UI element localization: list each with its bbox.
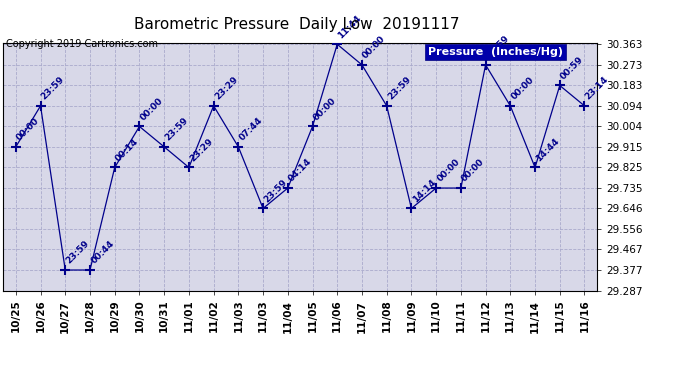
Text: Barometric Pressure  Daily Low  20191117: Barometric Pressure Daily Low 20191117 bbox=[134, 17, 460, 32]
Text: 00:00: 00:00 bbox=[509, 75, 535, 102]
Text: 00:00: 00:00 bbox=[15, 116, 41, 142]
Text: 00:00: 00:00 bbox=[139, 96, 165, 122]
Text: 23:29: 23:29 bbox=[188, 136, 215, 163]
Text: 23:59: 23:59 bbox=[164, 116, 190, 142]
Text: 00:00: 00:00 bbox=[435, 158, 462, 184]
Text: 00:14: 00:14 bbox=[114, 137, 141, 163]
Text: Copyright 2019 Cartronics.com: Copyright 2019 Cartronics.com bbox=[6, 39, 157, 50]
Text: 04:14: 04:14 bbox=[287, 157, 314, 184]
Text: 14:44: 14:44 bbox=[534, 136, 561, 163]
Text: 23:59: 23:59 bbox=[485, 34, 511, 61]
Text: 00:00: 00:00 bbox=[460, 158, 486, 184]
Text: 23:14: 23:14 bbox=[584, 75, 611, 102]
Text: 00:00: 00:00 bbox=[361, 34, 387, 61]
Text: 00:59: 00:59 bbox=[559, 55, 586, 81]
Text: 23:59: 23:59 bbox=[40, 75, 66, 102]
Text: 00:44: 00:44 bbox=[89, 239, 116, 266]
Text: 23:59: 23:59 bbox=[386, 75, 413, 102]
Text: 23:59: 23:59 bbox=[262, 178, 289, 204]
Text: 23:29: 23:29 bbox=[213, 75, 239, 102]
Text: 23:59: 23:59 bbox=[64, 239, 91, 266]
Text: 11:44: 11:44 bbox=[337, 13, 363, 40]
Text: Pressure  (Inches/Hg): Pressure (Inches/Hg) bbox=[428, 47, 563, 57]
Text: 07:44: 07:44 bbox=[237, 116, 264, 142]
Text: 14:14: 14:14 bbox=[411, 177, 437, 204]
Text: 00:00: 00:00 bbox=[312, 96, 338, 122]
